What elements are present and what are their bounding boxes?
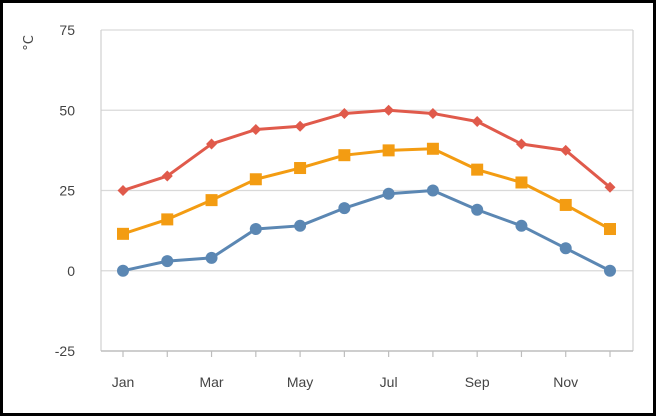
data-point — [471, 115, 483, 127]
y-tick-label: 50 — [59, 102, 75, 118]
series-line — [121, 147, 612, 236]
data-point — [338, 202, 351, 215]
x-tick-label: Nov — [553, 374, 578, 390]
series-2 — [117, 142, 616, 240]
data-point — [117, 227, 129, 240]
data-point — [249, 223, 262, 236]
y-tick-label: -25 — [55, 343, 75, 359]
axes — [100, 30, 634, 357]
data-point — [161, 255, 174, 268]
data-point — [426, 142, 439, 155]
data-point — [206, 138, 218, 150]
data-point — [515, 138, 527, 150]
data-point — [294, 219, 307, 232]
data-point — [427, 107, 439, 119]
data-point — [382, 144, 395, 157]
data-point — [117, 185, 129, 196]
tick-labels: -25 0 25 50 75 Jan Mar May Jul Sep Nov — [55, 22, 578, 390]
x-tick-label: May — [287, 374, 313, 390]
data-point — [515, 219, 528, 232]
data-point — [338, 107, 350, 119]
x-tick-label: Jul — [380, 374, 398, 390]
data-point — [559, 198, 572, 211]
data-point — [515, 176, 528, 189]
series-3 — [117, 184, 616, 277]
data-point — [382, 187, 395, 200]
series-line — [121, 189, 612, 273]
data-point — [559, 242, 572, 255]
y-tick-label: 0 — [67, 263, 75, 279]
data-point — [294, 162, 307, 175]
data-point — [471, 203, 484, 216]
x-tick-label: Jan — [112, 374, 135, 390]
y-tick-label: 75 — [59, 22, 75, 38]
x-tick-label: Mar — [199, 374, 223, 390]
data-point — [294, 120, 306, 132]
data-point — [383, 104, 395, 116]
data-point — [117, 264, 129, 277]
y-tick-label: 25 — [59, 183, 75, 199]
data-point — [471, 163, 484, 176]
data-point — [161, 213, 174, 226]
data-point — [560, 144, 572, 156]
data-point — [205, 251, 218, 264]
data-point — [604, 223, 616, 236]
data-point — [604, 181, 616, 193]
x-tick-label: Sep — [465, 374, 490, 390]
y-unit-label: °C — [22, 35, 37, 51]
line-chart: -25 0 25 50 75 Jan Mar May Jul Sep Nov °C — [22, 22, 634, 390]
data-point — [249, 173, 262, 186]
series-1 — [117, 104, 616, 196]
gridlines — [101, 29, 633, 272]
series-line — [121, 108, 612, 192]
data-point — [205, 194, 218, 207]
data-point — [161, 170, 173, 182]
series-group — [117, 104, 616, 277]
data-point — [426, 184, 439, 197]
data-point — [250, 124, 262, 136]
data-point — [338, 149, 351, 162]
data-point — [604, 264, 616, 277]
